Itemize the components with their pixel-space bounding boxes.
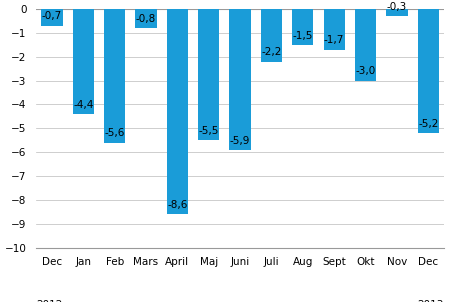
Bar (167, 9, 188, 214)
Bar (135, 9, 157, 28)
Text: -1,5: -1,5 (293, 31, 313, 40)
Bar (292, 9, 313, 45)
Text: -0,8: -0,8 (136, 14, 156, 24)
Bar (386, 9, 408, 16)
Bar (355, 9, 376, 81)
Text: -8,6: -8,6 (167, 200, 188, 210)
Text: -1,7: -1,7 (324, 35, 344, 45)
Text: -2,2: -2,2 (261, 47, 282, 57)
Bar (104, 9, 125, 143)
Text: 2013: 2013 (418, 300, 444, 302)
Text: 2012: 2012 (36, 300, 63, 302)
Text: -5,5: -5,5 (198, 126, 219, 136)
Text: -3,0: -3,0 (356, 66, 376, 76)
Text: -4,4: -4,4 (73, 100, 93, 110)
Text: -0,3: -0,3 (387, 2, 407, 12)
Bar (41, 9, 63, 26)
Text: -5,2: -5,2 (418, 119, 439, 129)
Text: -5,9: -5,9 (230, 136, 250, 146)
Bar (229, 9, 251, 150)
Text: -5,6: -5,6 (105, 128, 125, 138)
Bar (418, 9, 439, 133)
Bar (323, 9, 345, 50)
Bar (198, 9, 219, 140)
Bar (261, 9, 282, 62)
Text: -0,7: -0,7 (42, 11, 62, 21)
Bar (72, 9, 94, 114)
